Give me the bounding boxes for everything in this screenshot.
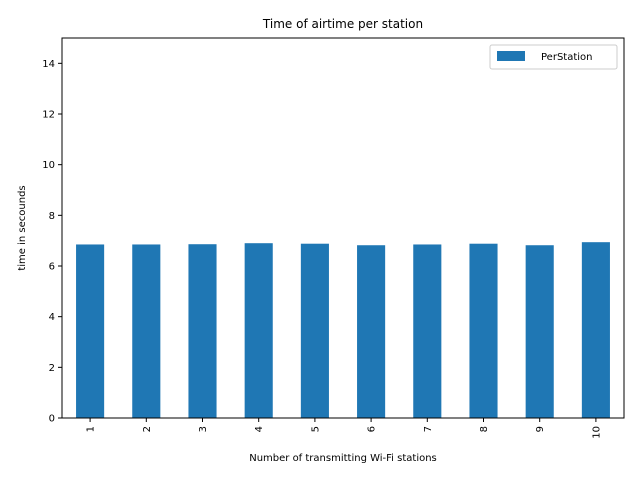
y-tick-label: 6 [49, 262, 55, 273]
x-tick-label: 8 [479, 426, 490, 432]
bar [188, 244, 217, 418]
x-tick-label: 7 [423, 426, 434, 432]
bar [244, 243, 273, 418]
x-tick-label: 1 [86, 426, 97, 432]
legend: PerStation [489, 44, 618, 70]
y-tick-label: 0 [49, 414, 55, 425]
y-axis-label: time in secounds [17, 185, 28, 270]
legend-swatch [497, 51, 525, 61]
y-tick-label: 10 [42, 160, 55, 171]
bars-group [76, 242, 610, 418]
x-tick-label: 2 [142, 426, 153, 432]
x-tick-label: 10 [591, 426, 602, 439]
x-axis: 1 2 3 4 5 6 7 8 9 10 [86, 418, 602, 439]
y-tick-label: 12 [42, 110, 55, 121]
bar [525, 245, 554, 418]
bar [413, 244, 442, 418]
bar [469, 243, 498, 418]
y-axis: 0 2 4 6 8 10 12 14 [42, 59, 62, 425]
x-tick-label: 6 [367, 426, 378, 432]
legend-label: PerStation [541, 52, 593, 63]
bar [300, 243, 329, 418]
x-tick-label: 3 [198, 426, 209, 432]
y-tick-label: 2 [49, 363, 55, 374]
chart-title: Time of airtime per station [262, 17, 423, 31]
x-tick-label: 9 [535, 426, 546, 432]
bar [581, 242, 610, 418]
plot-frame [61, 37, 625, 419]
y-tick-label: 14 [42, 59, 55, 70]
bar [357, 245, 386, 418]
y-tick-label: 8 [49, 211, 55, 222]
bar [132, 244, 161, 418]
x-axis-label: Number of transmitting Wi-Fi stations [249, 453, 437, 464]
x-tick-label: 5 [310, 426, 321, 432]
bar [76, 244, 105, 418]
y-tick-label: 4 [49, 312, 55, 323]
x-tick-label: 4 [254, 426, 265, 432]
